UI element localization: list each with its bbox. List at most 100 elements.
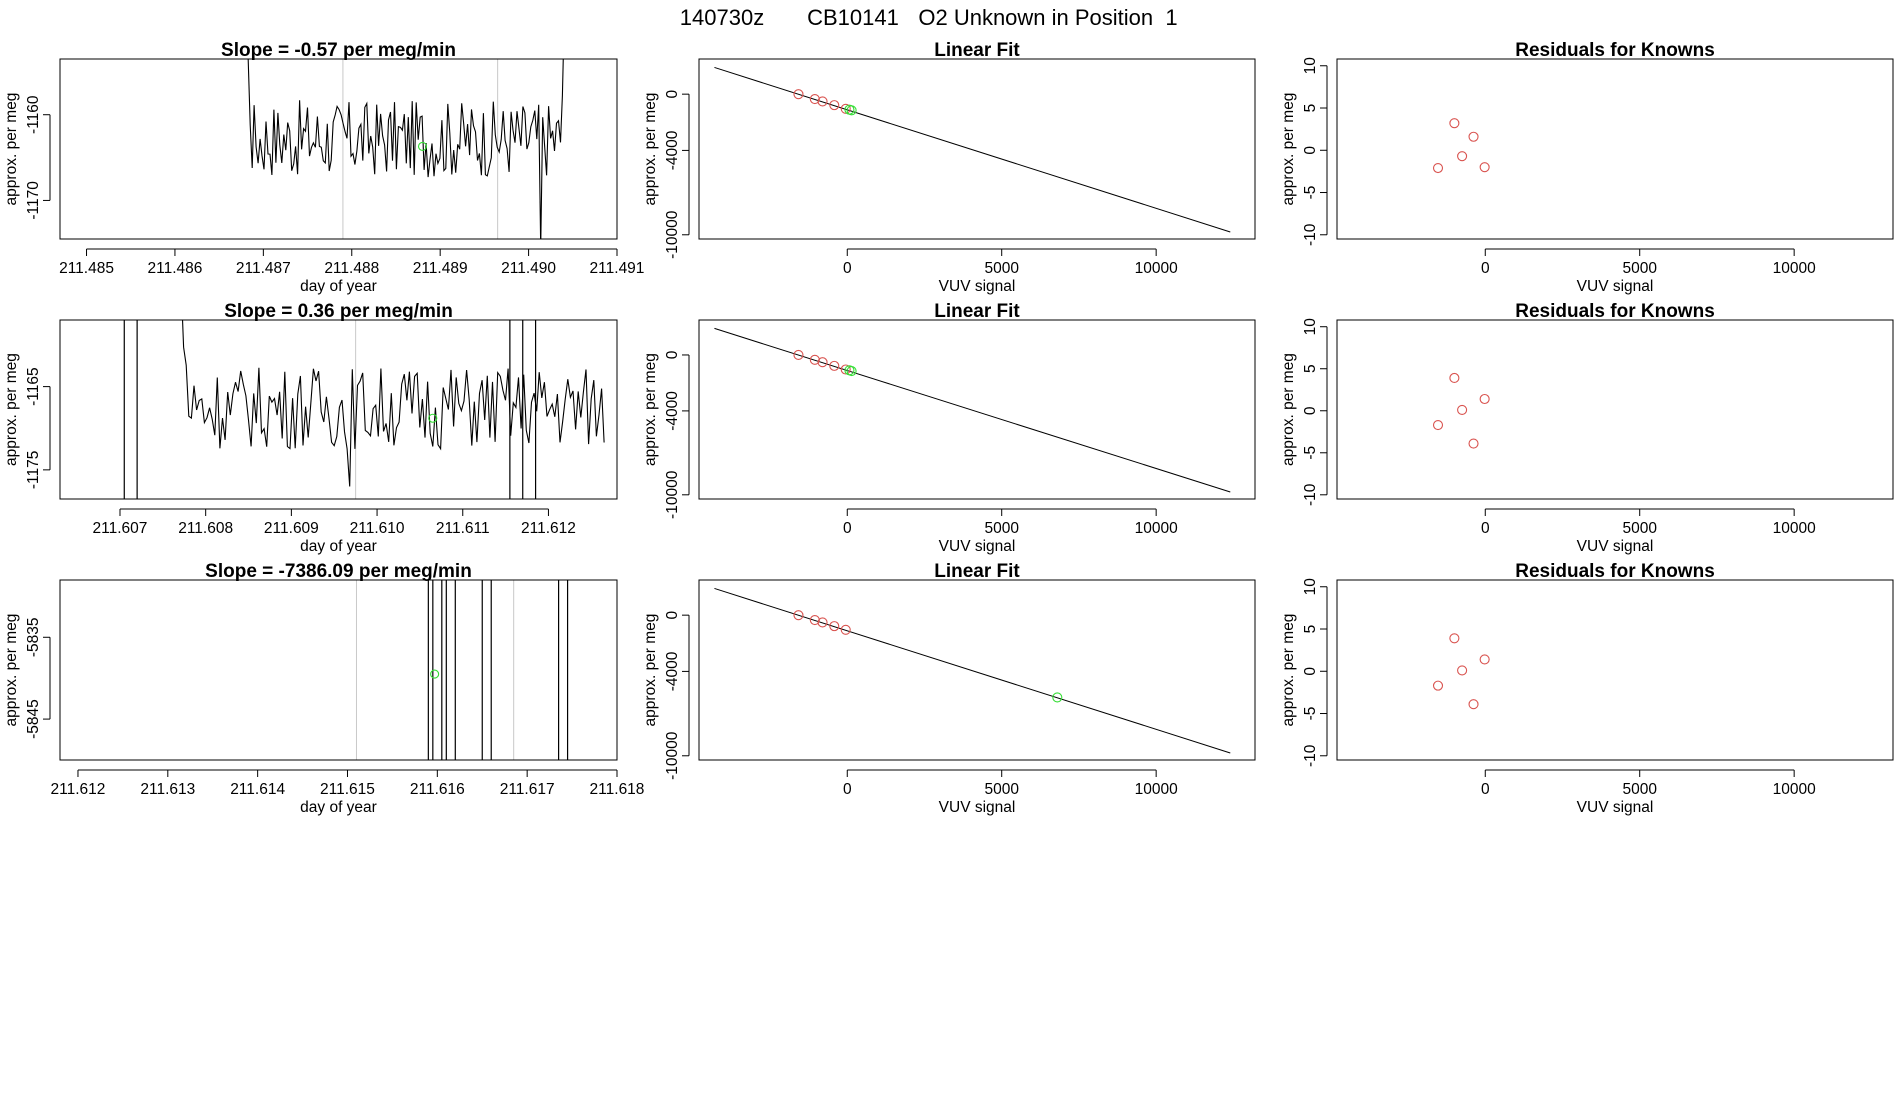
plot-box (1336, 579, 1894, 761)
y-axis-label: approx. per meg (642, 93, 659, 206)
plot-box (59, 58, 618, 240)
chart-title: Residuals for Knowns (1515, 301, 1715, 322)
residual-point (1479, 654, 1490, 665)
chart-title: Residuals for Knowns (1515, 40, 1715, 61)
known-point (829, 100, 840, 111)
plot-area (247, 59, 564, 239)
y-tick-label: -1175 (25, 451, 42, 490)
known-point (793, 349, 804, 361)
y-tick-label: 10 (1302, 57, 1319, 75)
y-tick-label: -10 (1302, 744, 1319, 767)
x-tick-label: 10000 (1135, 781, 1178, 798)
residual-point (1457, 665, 1468, 676)
x-tick-label: 211.618 (590, 781, 645, 798)
y-tick-label: 0 (1302, 406, 1319, 415)
plot-box (698, 319, 1256, 500)
plot-box (1336, 319, 1894, 500)
x-tick-label: 211.615 (320, 781, 375, 798)
unknown-point (1052, 692, 1063, 703)
plot-box (1336, 58, 1894, 240)
x-tick-label: 5000 (984, 781, 1019, 798)
residual-point (1432, 680, 1444, 691)
x-tick-label: 0 (1481, 260, 1490, 277)
x-tick-label: 211.489 (413, 260, 468, 277)
y-tick-label: 5 (1302, 104, 1319, 113)
fit-line (714, 66, 1231, 233)
x-tick-label: 211.612 (51, 781, 106, 798)
known-point (840, 624, 851, 635)
residual-point (1468, 131, 1479, 142)
x-axis-label: VUV signal (1577, 538, 1654, 555)
chart-panel-3: Residuals for Knowns 0 5000 10000 VUV signal… (1280, 40, 1894, 295)
plot-box (698, 58, 1256, 240)
chart-panel-8: Linear Fit 0 5000 10000 VUV signal 0 -4000 -100… (642, 561, 1256, 816)
plot-area (1432, 633, 1490, 710)
x-tick-label: 10000 (1135, 520, 1178, 537)
unknown-point (846, 365, 857, 377)
x-tick-label: 211.608 (178, 520, 233, 537)
x-tick-label: 211.616 (410, 781, 465, 798)
x-tick-label: 5000 (984, 260, 1019, 277)
plot-box (59, 579, 618, 761)
x-tick-label: 5000 (1622, 520, 1657, 537)
chart-title: Slope = -7386.09 per meg/min (205, 561, 472, 582)
y-tick-label: -5 (1302, 186, 1319, 200)
plot-box (59, 319, 618, 500)
known-point (829, 360, 840, 371)
y-tick-label: -5 (1302, 707, 1319, 721)
y-tick-label: -5 (1302, 446, 1319, 460)
y-tick-label: -1170 (25, 181, 42, 220)
y-tick-label: -10 (1302, 483, 1319, 506)
y-tick-label: -4000 (664, 391, 681, 431)
x-axis-label: VUV signal (1577, 278, 1654, 295)
y-tick-label: 0 (664, 610, 681, 619)
residual-point (1449, 118, 1460, 129)
x-tick-label: 211.607 (93, 520, 148, 537)
y-axis-label: approx. per meg (3, 93, 20, 206)
known-point (809, 94, 820, 105)
residual-point (1457, 151, 1468, 162)
known-point (817, 357, 828, 368)
y-tick-label: 0 (664, 350, 681, 359)
y-tick-label: -10000 (664, 731, 681, 780)
chart-title: Slope = -0.57 per meg/min (221, 40, 456, 61)
known-point (829, 621, 840, 632)
chart-panel-7: Slope = -7386.09 per meg/min 211.612 211.6… (3, 561, 644, 816)
y-tick-label: -4000 (664, 651, 681, 691)
plot-area (123, 320, 605, 499)
header-description: O2 Unknown in Position 1 (918, 5, 1177, 30)
data-trace (247, 59, 564, 239)
chart-panel-5: Linear Fit 0 5000 10000 VUV signal 0 -4000 -100… (642, 301, 1256, 555)
residual-point (1457, 404, 1468, 415)
x-tick-label: 0 (843, 781, 852, 798)
plot-area (714, 587, 1231, 754)
x-tick-label: 211.614 (230, 781, 285, 798)
y-tick-label: -1160 (25, 95, 42, 134)
y-tick-label: 5 (1302, 364, 1319, 373)
plot-box (698, 579, 1256, 761)
y-tick-label: -10000 (664, 470, 681, 519)
chart-title: Linear Fit (934, 561, 1020, 582)
residual-point (1449, 372, 1460, 384)
unknown-point (846, 105, 857, 116)
x-axis-label: VUV signal (1577, 799, 1654, 816)
y-tick-label: -1165 (25, 367, 42, 406)
chart-title: Linear Fit (934, 40, 1020, 61)
y-tick-label: 0 (664, 89, 681, 98)
fit-line (714, 587, 1231, 754)
x-tick-label: 10000 (1773, 260, 1816, 277)
y-axis-label: approx. per meg (642, 614, 659, 727)
x-tick-label: 211.610 (350, 520, 405, 537)
x-axis-label: VUV signal (939, 278, 1016, 295)
x-tick-label: 10000 (1773, 781, 1816, 798)
y-tick-label: -5845 (25, 699, 42, 739)
y-axis-label: approx. per meg (1280, 353, 1297, 466)
plot-area (714, 327, 1231, 493)
x-axis-label: day of year (300, 538, 377, 555)
residual-point (1449, 633, 1460, 644)
x-tick-label: 211.485 (59, 260, 114, 277)
x-tick-label: 5000 (1622, 781, 1657, 798)
y-tick-label: -10000 (664, 210, 681, 259)
y-tick-label: -4000 (664, 130, 681, 170)
plot-area (714, 66, 1231, 233)
